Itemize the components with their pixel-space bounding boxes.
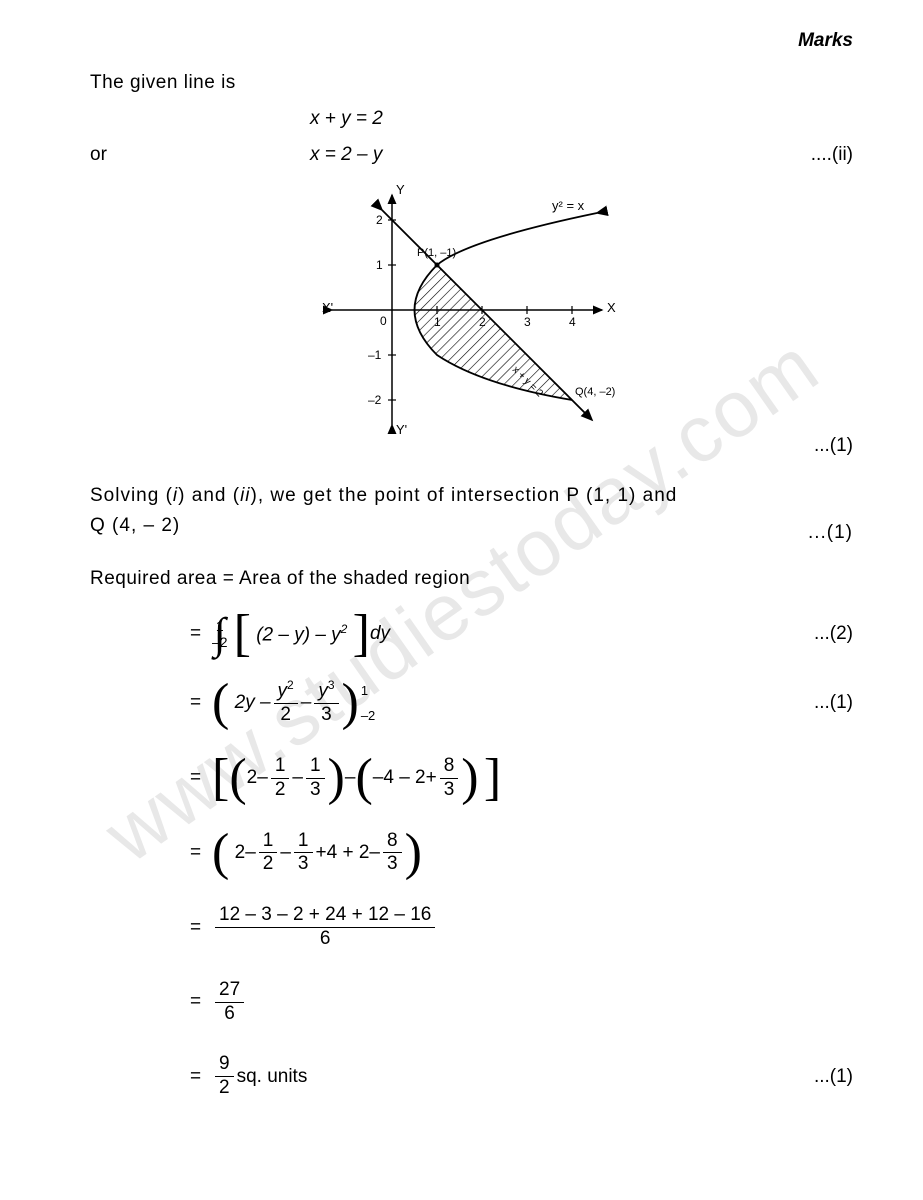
step-3: = [ ( 2 – 12 – 13 ) – ( –4 – 2 + 83 ) ] [90,755,853,802]
xtick-4: 4 [569,315,576,329]
eq2-label: ....(ii) [773,144,853,166]
step-7-mark: ...(1) [793,1066,853,1088]
required-line: Required area = Area of the shaded regio… [90,568,853,590]
step-7: = 92 sq. units ...(1) [90,1053,853,1100]
document-content: Marks The given line is x + y = 2 or x =… [90,30,853,1100]
marks-header: Marks [90,30,853,52]
point-q-label: Q(4, –2) [575,386,615,398]
step-6: = 276 [90,979,853,1026]
step-1-mark: ...(2) [793,623,853,645]
axis-y-label: Y [396,182,405,197]
xtick-3: 3 [524,315,531,329]
step-1: = 1 ∫ –2 [ (2 – y) – y2 ] dy ...(2) [90,618,853,650]
equation-line-1: x + y = 2 [90,108,853,130]
origin-label: 0 [380,314,387,328]
step-5: = 12 – 3 – 2 + 24 + 12 – 166 [90,904,853,951]
eq2: x = 2 – y [270,144,773,166]
step-4: = ( 2 – 12 – 13 + 4 + 2 – 83 ) [90,830,853,877]
equation-line-2: or x = 2 – y ....(ii) [90,144,853,166]
solving-para: Solving (i) and (ii), we get the point o… [90,481,853,548]
step-2: = ( 2y – y22 – y33 ) 1–2 ...(1) [90,678,853,727]
eq1: x + y = 2 [270,108,773,130]
graph-svg: 1 2 3 4 1 2 –1 –2 X X' Y Y' 0 y² = x [312,180,632,440]
graph-figure: 1 2 3 4 1 2 –1 –2 X X' Y Y' 0 y² = x [90,180,853,445]
axis-x-label: X [607,300,616,315]
point-p-label: P(1, –1) [417,247,456,259]
ytick-2: 2 [376,213,383,227]
ytick-1: 1 [376,258,383,272]
axis-xp-label: X' [322,300,333,315]
integral-icon: 1 ∫ –2 [212,618,228,650]
ytick-n1: –1 [368,348,382,362]
or-label: or [90,144,270,166]
curve-label: y² = x [552,198,585,213]
intro-line: The given line is [90,72,853,94]
solving-text: Solving (i) and (ii), we get the point o… [90,481,853,542]
ytick-n2: –2 [368,393,382,407]
step-2-mark: ...(1) [793,692,853,714]
axis-yp-label: Y' [396,422,407,437]
